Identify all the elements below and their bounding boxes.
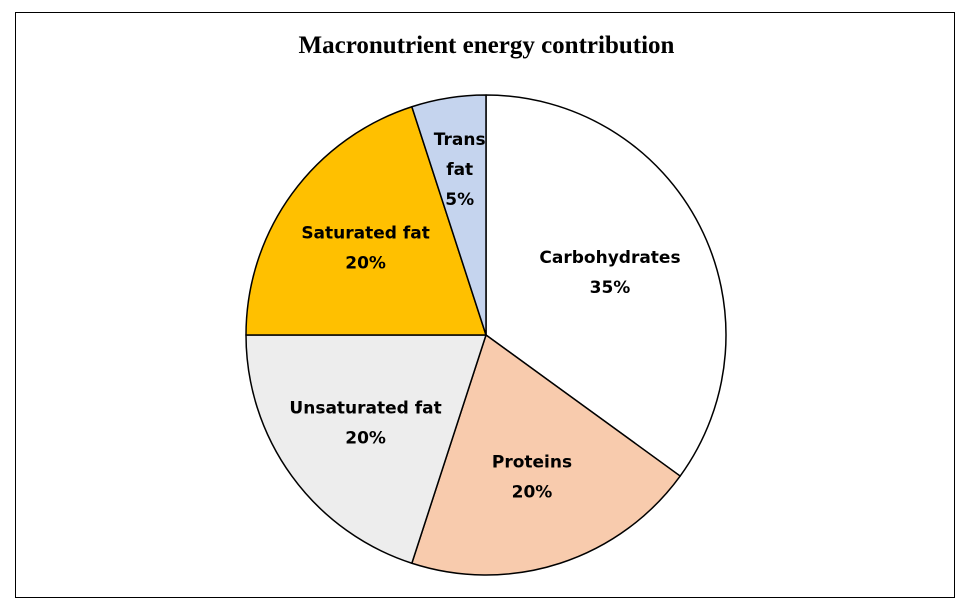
chart-title: Macronutrient energy contribution: [298, 32, 675, 59]
pie-label-trans-fat: Trans fat 5%: [434, 130, 486, 210]
pie-slice-trans-fat: [411, 94, 487, 336]
pie-label-saturated-fat: Saturated fat 20%: [301, 224, 430, 274]
pie-slices: [245, 94, 727, 576]
pie-slice-unsaturated-fat: [245, 334, 487, 564]
pie-labels: Carbohydrates 35% Proteins 20% Unsaturated f…: [289, 130, 680, 502]
pie-label-carbohydrates: Carbohydrates 35%: [539, 248, 680, 298]
pie-slice-proteins: [411, 334, 681, 576]
pie-label-proteins: Proteins 20%: [492, 453, 572, 503]
pie-slice-carbohydrates: [485, 94, 727, 477]
pie-slice-saturated-fat: [245, 106, 487, 336]
pie-label-unsaturated-fat: Unsaturated fat 20%: [289, 399, 441, 449]
